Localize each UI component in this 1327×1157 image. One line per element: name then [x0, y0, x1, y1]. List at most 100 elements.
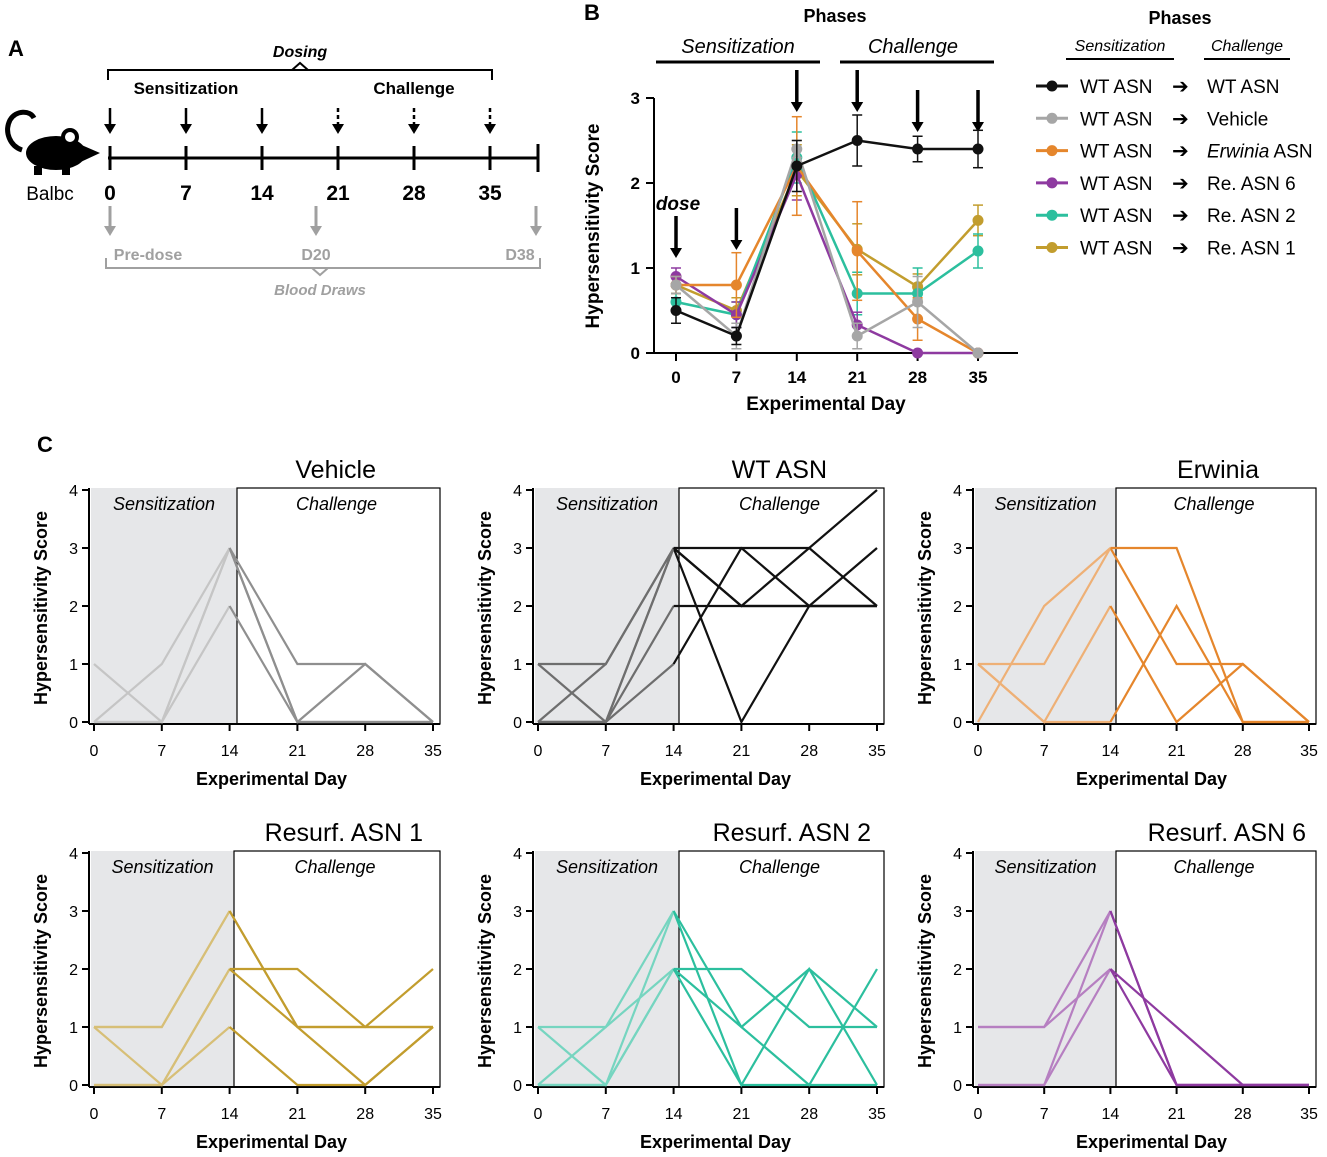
trace-challenge: [672, 967, 878, 1029]
x-tick-label: 14: [665, 1106, 683, 1123]
trace-challenge: [228, 968, 434, 1029]
data-point: [730, 330, 742, 342]
mouse-trace: [978, 968, 1309, 1087]
dose-arrow: [670, 216, 682, 258]
phase-challenge-label: Challenge: [868, 36, 958, 58]
timeline-day-label: 0: [104, 182, 116, 205]
legend-to: Re. ASN 1: [1207, 239, 1296, 260]
x-tick-label: 0: [671, 368, 680, 387]
data-point: [670, 279, 682, 291]
trace-sensitization: [977, 663, 1111, 724]
y-tick-label: 2: [69, 962, 78, 979]
y-tick-label: 0: [513, 1078, 522, 1095]
blood-draw-arrow: [530, 206, 542, 236]
panel-c-letter: C: [37, 432, 53, 457]
panel-b-letter: B: [584, 0, 600, 25]
blood-draw-d20: D20: [301, 247, 330, 264]
y-tick-label: 2: [953, 599, 962, 616]
x-tick-label: 35: [868, 743, 886, 760]
chart-c-asn2: Sensitization Challenge Resurf. ASN 2 0 1 2 3 4…: [475, 819, 886, 1152]
legend-item: WT ASN ➔ Re. ASN 2: [1036, 205, 1296, 227]
x-tick-label: 0: [534, 1106, 543, 1123]
legend-swatch-dot: [1046, 242, 1058, 253]
sensitization-label: Sensitization: [556, 494, 658, 514]
trace-challenge: [1109, 910, 1309, 1087]
x-tick-label: 21: [733, 743, 751, 760]
x-tick-label: 14: [221, 743, 239, 760]
challenge-region: [1115, 850, 1317, 1088]
trace-sensitization: [94, 547, 231, 724]
y-tick-label: 2: [513, 599, 522, 616]
data-point: [912, 143, 924, 155]
y-tick-label: 0: [513, 715, 522, 732]
y-tick-label: 3: [953, 904, 962, 921]
data-point: [912, 296, 924, 308]
data-point: [851, 330, 863, 342]
y-tick-label: 1: [631, 259, 640, 278]
x-tick-label: 7: [1040, 743, 1049, 760]
chart-c-asn1: Sensitization Challenge Resurf. ASN 1 0 1 2 3 4…: [31, 819, 442, 1152]
x-tick-label: 35: [868, 1106, 886, 1123]
timeline-challenge-label: Challenge: [373, 79, 454, 98]
timeline-day-label: 35: [478, 182, 502, 205]
legend-swatch-dot: [1046, 112, 1058, 124]
dose-label: dose: [656, 194, 701, 215]
x-tick-label: 0: [90, 743, 99, 760]
x-tick-label: 28: [1234, 1106, 1252, 1123]
trace-challenge: [672, 910, 878, 1087]
trace-challenge: [1109, 603, 1309, 724]
data-point: [972, 245, 984, 257]
trace-challenge: [1109, 910, 1309, 1087]
x-tick-label: 0: [974, 1106, 983, 1123]
legend-from: WT ASN: [1080, 206, 1153, 227]
x-tick-label: 21: [1168, 743, 1186, 760]
mouse-trace: [94, 968, 434, 1087]
legend-title: Phases: [1148, 8, 1211, 28]
legend-arrow: ➔: [1172, 141, 1189, 163]
x-tick-label: 21: [289, 1106, 307, 1123]
y-tick-label: 1: [953, 657, 962, 674]
chart-c-erwinia: Sensitization Challenge Erwinia 0 1 2 3 4 0 7 14 21…: [915, 456, 1318, 789]
chart-c-asn6: Sensitization Challenge Resurf. ASN 6 0 1 2 3 4…: [915, 819, 1318, 1152]
legend-from: WT ASN: [1080, 239, 1153, 260]
trace-challenge: [229, 967, 433, 1029]
x-tick-label: 14: [787, 368, 806, 387]
challenge-label: Challenge: [739, 494, 820, 514]
phases-title: Phases: [803, 6, 866, 26]
x-axis-label: Experimental Day: [1076, 769, 1227, 789]
sensitization-region: [535, 488, 679, 724]
legend-from: WT ASN: [1080, 142, 1153, 163]
mouse-trace: [538, 546, 878, 724]
blood-draw-arrow: [104, 206, 116, 236]
dose-arrow: [180, 108, 192, 134]
sensitization-region: [91, 851, 234, 1087]
legend-from: WT ASN: [1080, 174, 1153, 195]
y-tick-label: 4: [69, 846, 78, 863]
chart-c-wt: Sensitization Challenge WT ASN 0 1 2 3 4 0 7 14 21 2…: [475, 456, 886, 789]
y-tick-label: 4: [513, 846, 522, 863]
trace-challenge: [1109, 968, 1309, 1087]
timeline-sensitization-label: Sensitization: [134, 79, 239, 98]
x-tick-label: 28: [908, 368, 927, 387]
trace-challenge: [672, 546, 878, 608]
y-tick-label: 3: [953, 541, 962, 558]
legend-to: Re. ASN 2: [1207, 206, 1296, 227]
x-tick-label: 14: [221, 1106, 239, 1123]
sensitization-label: Sensitization: [111, 857, 213, 877]
y-tick-label: 0: [953, 1078, 962, 1095]
sensitization-region: [91, 488, 237, 724]
trace-challenge: [672, 489, 878, 665]
challenge-label: Challenge: [739, 857, 820, 877]
x-tick-label: 21: [848, 368, 867, 387]
trace-sensitization: [978, 968, 1112, 1087]
legend-item: WT ASN ➔ WT ASN: [1036, 76, 1280, 98]
dose-arrow: [104, 108, 116, 134]
legend-to: Re. ASN 6: [1207, 174, 1296, 195]
trace-challenge: [228, 547, 433, 724]
series-line: [676, 163, 979, 355]
y-tick-label: 0: [69, 715, 78, 732]
timeline-day-label: 21: [326, 182, 350, 205]
y-axis-label: Hypersensitivity Score: [583, 124, 604, 329]
trace-sensitization: [537, 968, 675, 1086]
challenge-label: Challenge: [1173, 494, 1254, 514]
